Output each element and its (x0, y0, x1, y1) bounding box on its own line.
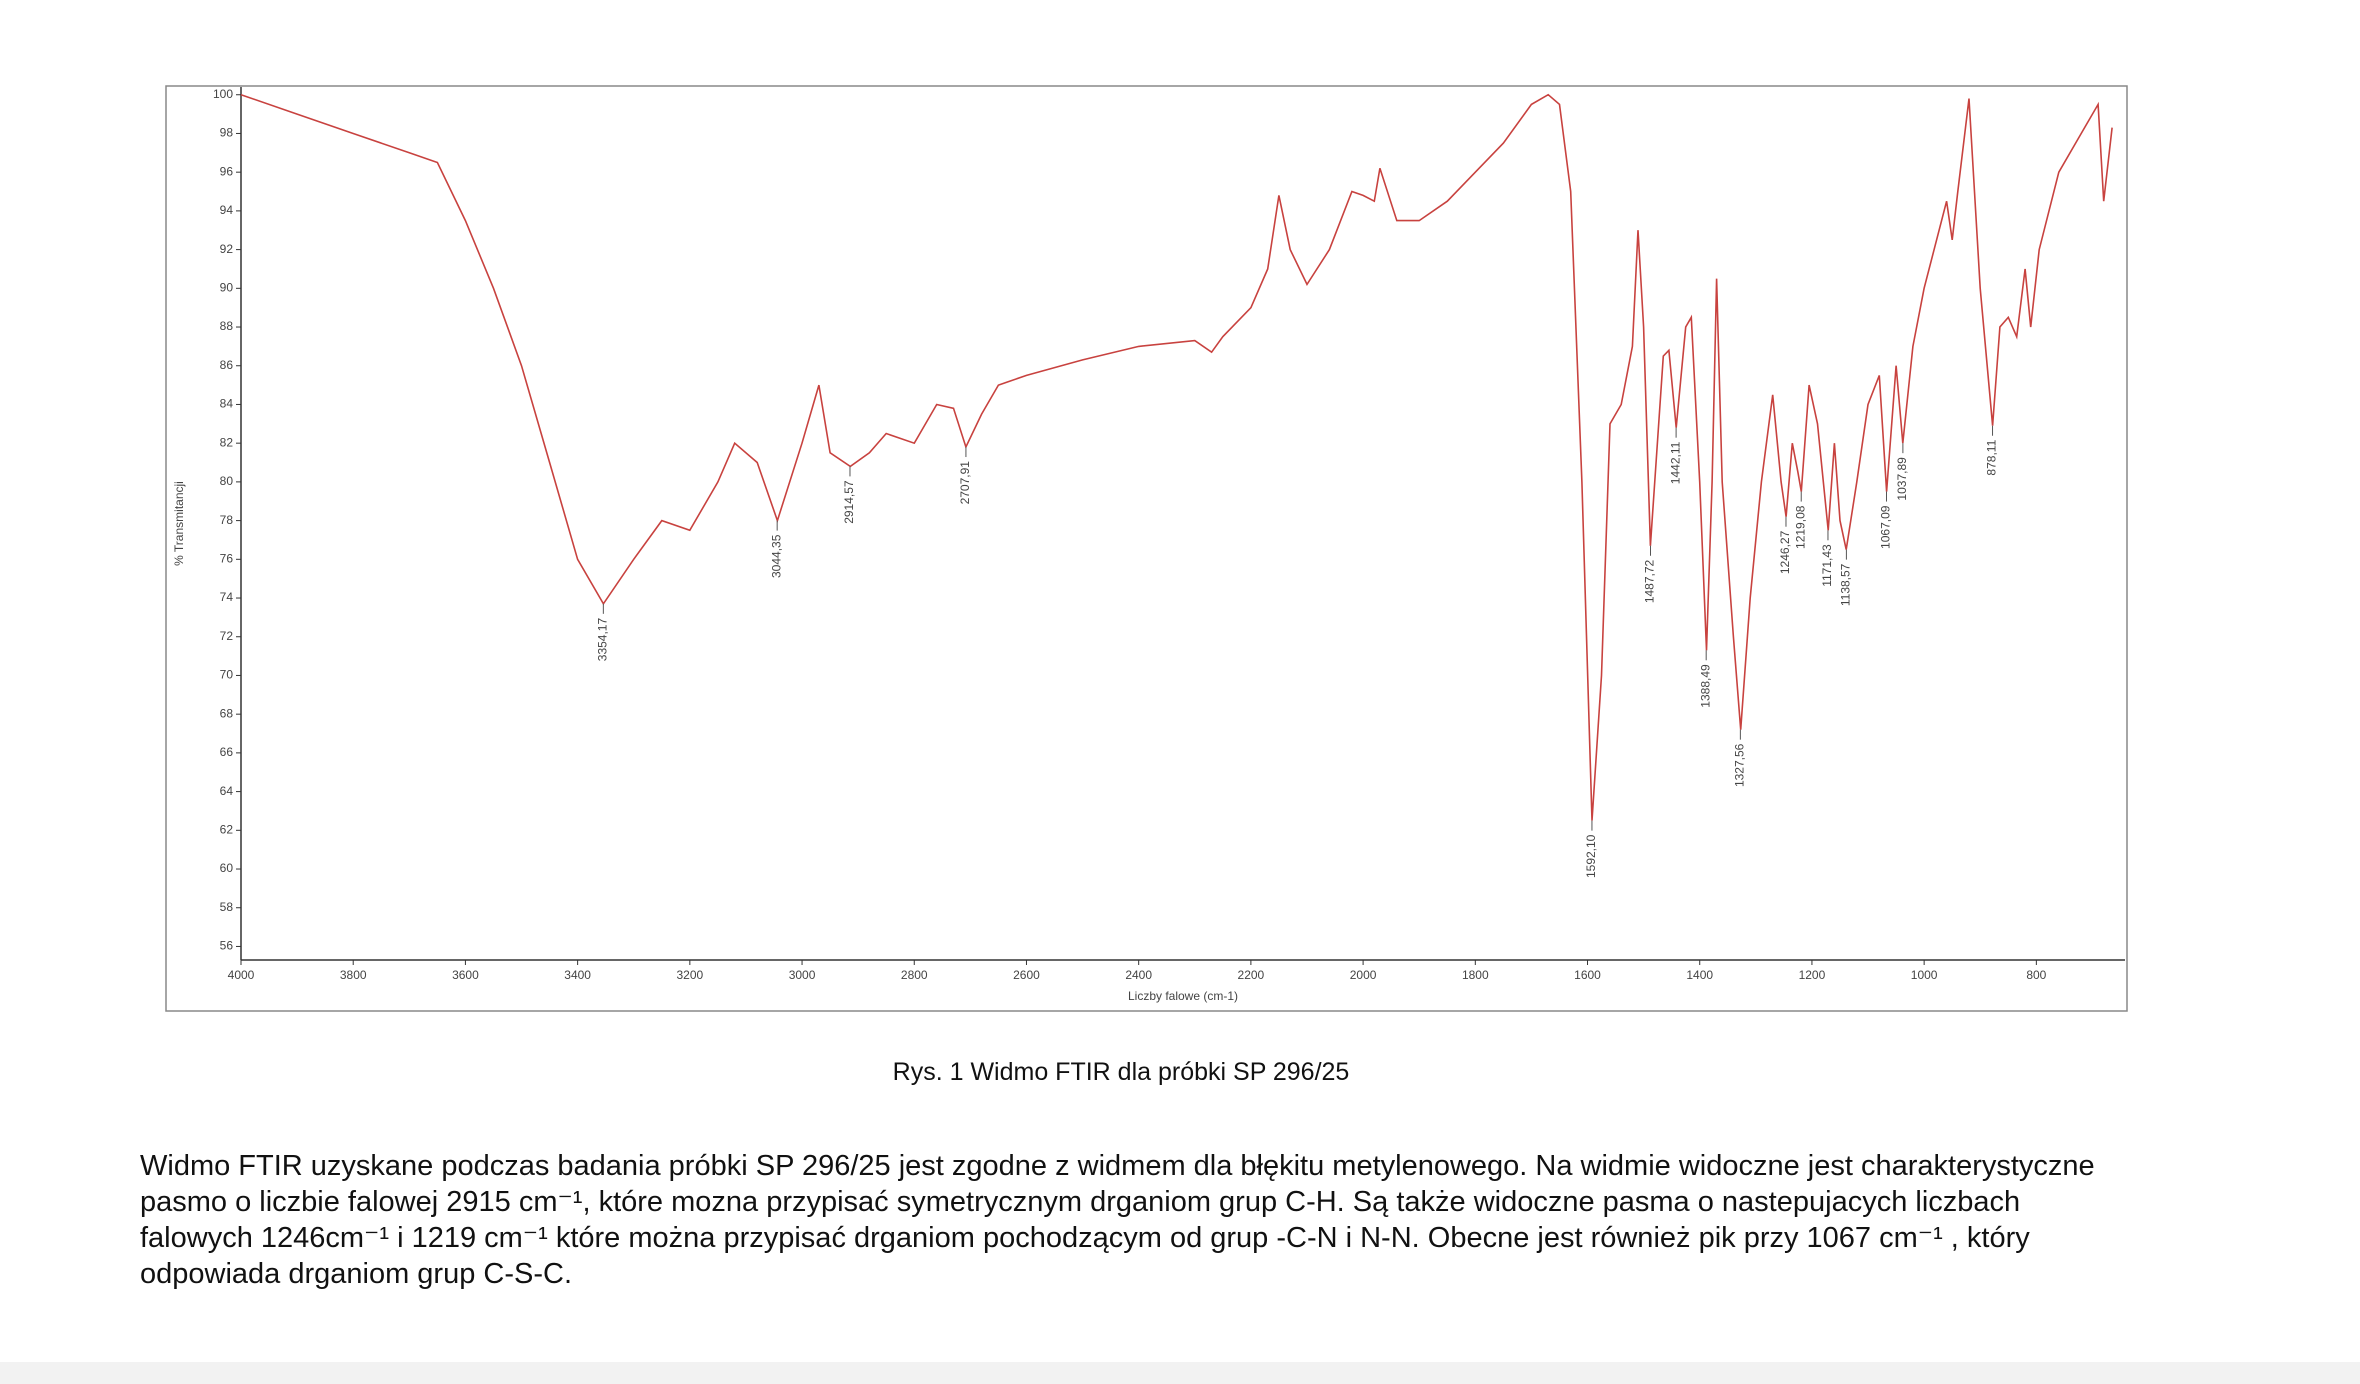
x-tick-label: 3600 (452, 968, 479, 982)
y-tick-label: 90 (220, 280, 234, 294)
x-tick-label: 2000 (1350, 968, 1377, 982)
paragraph-line: pasmo o liczbie falowej 2915 cm⁻¹, które… (140, 1186, 2021, 1218)
peak-label: 878,11 (1985, 439, 1999, 475)
y-tick-label: 78 (220, 513, 234, 527)
peak-label: 3354,17 (596, 618, 610, 662)
y-tick-label: 86 (220, 358, 234, 372)
x-tick-label: 2600 (1013, 968, 1040, 982)
y-tick-label: 60 (220, 861, 234, 875)
y-tick-label: 74 (220, 590, 234, 604)
y-tick-label: 70 (220, 668, 234, 682)
peak-label: 2914,57 (842, 480, 856, 524)
paragraph-line: odpowiada drganiom grup C-S-C. (140, 1258, 572, 1290)
y-tick-label: 62 (220, 822, 234, 836)
x-tick-label: 2800 (901, 968, 928, 982)
peak-label: 1067,09 (1879, 505, 1893, 549)
x-tick-label: 1800 (1462, 968, 1489, 982)
x-tick-label: 3000 (789, 968, 816, 982)
x-tick-label: 800 (2026, 968, 2046, 982)
y-tick-label: 92 (220, 242, 234, 256)
y-tick-label: 82 (220, 435, 234, 449)
x-axis-label: Liczby falowe (cm-1) (1128, 989, 1238, 1003)
x-tick-label: 1200 (1799, 968, 1826, 982)
y-tick-label: 66 (220, 745, 234, 759)
peak-label: 1442,11 (1668, 441, 1682, 484)
caption: Rys. 1 Widmo FTIR dla próbki SP 296/25 (892, 1058, 1350, 1086)
y-tick-label: 80 (220, 474, 234, 488)
x-tick-label: 1000 (1911, 968, 1938, 982)
peak-label: 1327,56 (1733, 743, 1747, 787)
y-tick-label: 56 (220, 939, 234, 953)
y-tick-label: 72 (220, 629, 234, 643)
x-tick-label: 2400 (1125, 968, 1152, 982)
y-tick-label: 98 (220, 126, 234, 140)
peak-label: 1171,43 (1820, 544, 1834, 587)
peak-label: 1592,10 (1584, 834, 1598, 878)
peak-label: 1246,27 (1778, 530, 1792, 574)
y-tick-label: 94 (220, 203, 234, 217)
y-tick-label: 64 (220, 784, 234, 798)
y-tick-label: 76 (220, 551, 234, 565)
x-tick-label: 3800 (340, 968, 367, 982)
x-tick-label: 1400 (1686, 968, 1713, 982)
paragraph-line: falowych 1246cm⁻¹ i 1219 cm⁻¹ które możn… (140, 1222, 2030, 1254)
peak-label: 1388,49 (1698, 664, 1712, 708)
peak-label: 1138,57 (1839, 563, 1853, 606)
y-tick-label: 88 (220, 319, 234, 333)
y-tick-label: 68 (220, 706, 234, 720)
y-tick-label: 58 (220, 900, 234, 914)
y-tick-label: 96 (220, 164, 234, 178)
x-tick-label: 2200 (1238, 968, 1265, 982)
peak-label: 1487,72 (1643, 559, 1657, 603)
paragraph-line: Widmo FTIR uzyskane podczas badania prób… (140, 1150, 2095, 1182)
peak-label: 2707,91 (958, 461, 972, 505)
y-tick-label: 100 (213, 87, 233, 101)
peak-label: 3044,35 (769, 534, 783, 578)
chart: 56 58 60 62 64 66 68 70 72 74 76 78 80 82 84 86 88 90 92 94… (165, 85, 2128, 1012)
x-tick-label: 3200 (676, 968, 703, 982)
x-tick-label: 4000 (228, 968, 255, 982)
footer-bar (0, 1362, 2360, 1384)
peak-label: 1219,08 (1793, 505, 1807, 549)
chart-frame (165, 85, 2128, 1012)
peak-label: 1037,89 (1895, 457, 1909, 501)
paragraph: Widmo FTIR uzyskane podczas badania prób… (140, 1148, 2095, 1292)
x-tick-label: 1600 (1574, 968, 1601, 982)
y-axis-label: % Transmitancji (172, 481, 186, 566)
y-tick-label: 84 (220, 397, 234, 411)
x-tick-label: 3400 (564, 968, 591, 982)
